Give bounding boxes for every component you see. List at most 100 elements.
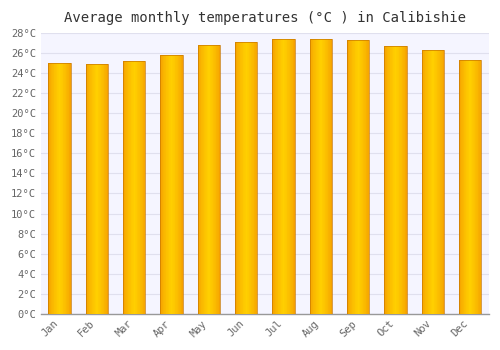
Bar <box>470 60 471 314</box>
Bar <box>70 63 71 314</box>
Bar <box>215 45 216 314</box>
Bar <box>384 46 385 314</box>
Bar <box>127 61 128 314</box>
Bar <box>124 61 126 314</box>
Bar <box>459 60 460 314</box>
Bar <box>476 60 477 314</box>
Bar <box>435 50 436 314</box>
Bar <box>199 45 200 314</box>
Bar <box>130 61 132 314</box>
Bar <box>239 42 240 314</box>
Bar <box>395 46 396 314</box>
Bar <box>290 39 291 314</box>
Bar <box>326 39 327 314</box>
Bar <box>320 39 321 314</box>
Bar <box>440 50 441 314</box>
Bar <box>428 50 429 314</box>
Bar <box>367 40 368 314</box>
Bar <box>235 42 258 314</box>
Bar <box>294 39 295 314</box>
Bar <box>463 60 464 314</box>
Bar <box>123 61 146 314</box>
Bar <box>171 55 172 314</box>
Bar <box>273 39 274 314</box>
Bar <box>384 46 407 314</box>
Bar <box>390 46 391 314</box>
Bar <box>136 61 138 314</box>
Bar <box>162 55 164 314</box>
Bar <box>241 42 242 314</box>
Bar <box>133 61 134 314</box>
Bar <box>180 55 182 314</box>
Bar <box>134 61 135 314</box>
Bar <box>357 40 358 314</box>
Bar <box>132 61 133 314</box>
Bar <box>126 61 127 314</box>
Bar <box>329 39 330 314</box>
Bar <box>402 46 403 314</box>
Bar <box>245 42 246 314</box>
Bar <box>288 39 289 314</box>
Bar <box>272 39 295 314</box>
Bar <box>56 63 58 314</box>
Bar <box>285 39 286 314</box>
Bar <box>330 39 332 314</box>
Bar <box>141 61 142 314</box>
Bar <box>99 64 100 314</box>
Bar <box>433 50 434 314</box>
Bar <box>104 64 105 314</box>
Bar <box>216 45 217 314</box>
Bar <box>471 60 472 314</box>
Bar <box>200 45 202 314</box>
Bar <box>478 60 479 314</box>
Bar <box>168 55 170 314</box>
Bar <box>208 45 209 314</box>
Bar <box>398 46 400 314</box>
Bar <box>403 46 404 314</box>
Bar <box>389 46 390 314</box>
Bar <box>282 39 283 314</box>
Bar <box>94 64 96 314</box>
Bar <box>143 61 144 314</box>
Bar <box>61 63 62 314</box>
Bar <box>368 40 370 314</box>
Bar <box>394 46 395 314</box>
Bar <box>430 50 432 314</box>
Bar <box>58 63 59 314</box>
Bar <box>160 55 183 314</box>
Bar <box>86 64 108 314</box>
Bar <box>123 61 124 314</box>
Bar <box>311 39 312 314</box>
Bar <box>312 39 314 314</box>
Bar <box>328 39 329 314</box>
Bar <box>427 50 428 314</box>
Bar <box>356 40 357 314</box>
Bar <box>214 45 215 314</box>
Bar <box>352 40 353 314</box>
Bar <box>60 63 61 314</box>
Bar <box>322 39 323 314</box>
Bar <box>247 42 248 314</box>
Bar <box>240 42 241 314</box>
Bar <box>472 60 473 314</box>
Bar <box>164 55 165 314</box>
Bar <box>202 45 203 314</box>
Bar <box>365 40 366 314</box>
Bar <box>460 60 462 314</box>
Bar <box>423 50 424 314</box>
Bar <box>93 64 94 314</box>
Bar <box>86 64 88 314</box>
Bar <box>139 61 140 314</box>
Bar <box>351 40 352 314</box>
Bar <box>310 39 332 314</box>
Bar <box>255 42 256 314</box>
Bar <box>128 61 129 314</box>
Bar <box>160 55 161 314</box>
Bar <box>310 39 311 314</box>
Bar <box>212 45 214 314</box>
Bar <box>347 40 348 314</box>
Bar <box>52 63 53 314</box>
Bar <box>238 42 239 314</box>
Bar <box>210 45 211 314</box>
Bar <box>401 46 402 314</box>
